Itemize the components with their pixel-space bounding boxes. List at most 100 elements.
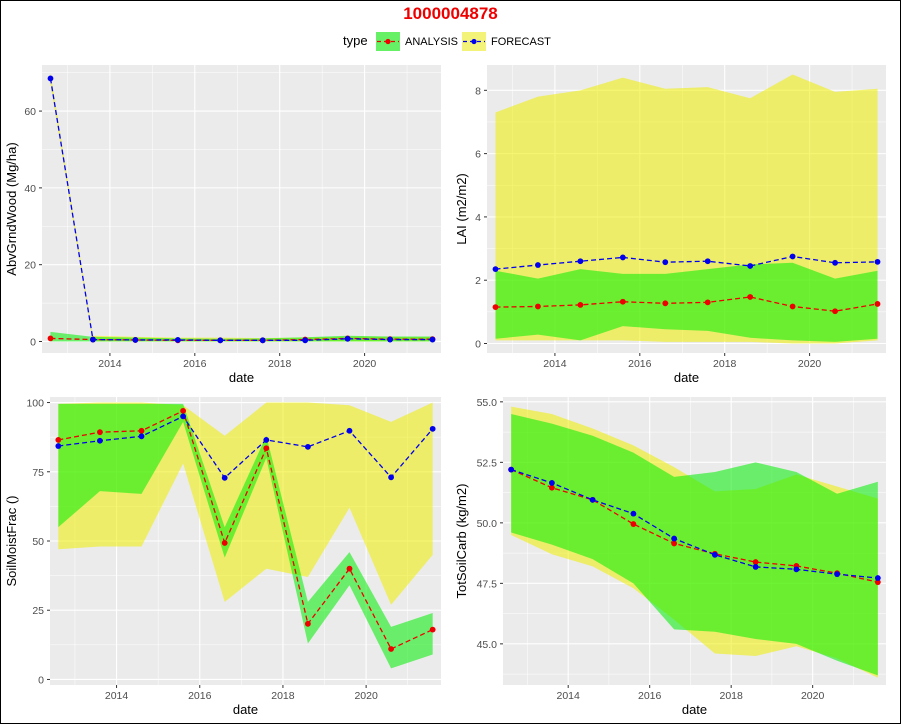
forecast-point [180,413,187,420]
y-tick-label: 25 [32,605,44,617]
analysis-point [55,437,62,443]
forecast-point [217,337,224,344]
x-tick-label: 2016 [188,690,212,702]
forecast-point [90,336,96,343]
forecast-point [508,466,515,473]
analysis-point [548,484,555,491]
forecast-point [834,571,841,578]
analysis-point [492,304,499,311]
forecast-point [662,259,669,266]
forecast-point [548,480,555,486]
forecast-point [47,75,54,82]
legend-key-analysis-point [385,38,391,45]
y-tick-label: 50.0 [477,518,498,530]
forecast-point [387,336,393,343]
legend-label-analysis: ANALYSIS [405,36,458,48]
y-tick-label: 52.5 [477,457,498,469]
analysis-point [97,429,103,436]
forecast-point [259,337,266,344]
x-tick-label: 2014 [557,690,581,702]
y-tick-label: 40 [24,183,36,195]
y-tick-label: 4 [475,212,481,224]
forecast-point [589,496,596,503]
analysis-point [832,308,838,315]
forecast-point [174,337,181,343]
y-axis-label: TotSoilCarb (kg/m2) [454,484,469,599]
x-tick-label: 2014 [98,358,122,370]
forecast-point [577,258,584,265]
y-tick-label: 6 [475,149,481,161]
analysis-line [510,469,878,583]
analysis-point [747,294,754,300]
forecast-point [138,433,145,440]
x-axis-label: date [233,702,258,717]
forecast-point [55,443,62,449]
page-title: 1000004878 [403,4,498,23]
forecast-line [510,468,878,579]
forecast-point [711,551,718,558]
y-tick-label: 0 [475,339,481,351]
x-tick-label: 2018 [268,358,292,370]
analysis-point [221,540,228,546]
legend-label-forecast: FORECAST [491,36,551,48]
forecast-point [874,258,881,265]
y-tick-label: 8 [475,85,481,97]
forecast-point [747,263,754,269]
y-tick-label: 20 [24,260,36,272]
analysis-line [58,409,433,650]
y-tick-label: 75 [32,467,44,479]
forecast-point [344,335,351,342]
analysis-point [630,521,637,527]
y-axis-label: SoilMoistFrac () [4,495,19,586]
forecast-point [704,258,711,265]
legend-title: type [343,33,368,48]
analysis-point [704,299,711,306]
x-axis-label: date [674,370,699,385]
x-tick-label: 2014 [105,690,129,702]
y-tick-label: 50 [32,536,44,548]
analysis-point [138,427,145,434]
analysis-line [495,296,878,312]
forecast-point [132,337,139,343]
y-tick-label: 60 [24,106,36,118]
analysis-point [346,565,353,572]
forecast-band [50,72,433,342]
forecast-point [832,259,838,266]
x-axis-label: date [229,370,254,385]
analysis-point [789,303,796,310]
forecast-line [58,415,434,479]
analysis-point [180,407,187,414]
chart-panel-4: 2014 2016 2018 2020 45.0 47.5 50.0 52.5 55.0 date… [454,397,886,717]
y-tick-label: 45.0 [477,639,498,651]
forecast-point [671,535,678,542]
forecast-point [630,510,637,517]
x-tick-label: 2016 [183,358,207,370]
forecast-point [388,474,394,481]
panel-background [42,65,441,353]
forecast-point [302,337,309,344]
y-tick-label: 47.5 [477,578,498,590]
x-tick-label: 2018 [271,690,295,702]
analysis-point [429,626,436,633]
forecast-line [49,78,433,341]
x-tick-label: 2014 [543,358,567,370]
x-tick-label: 2020 [798,358,822,370]
forecast-point [221,474,228,481]
forecast-point [535,262,541,268]
forecast-point [429,425,436,432]
y-tick-label: 0 [38,674,44,686]
x-tick-label: 2020 [354,690,378,702]
forecast-point [619,254,626,261]
x-axis-label: date [682,702,707,717]
analysis-point [577,301,584,308]
forecast-point [793,566,800,573]
y-axis-label: LAI (m2/m2) [454,173,469,245]
legend-key-forecast-point [471,38,477,45]
x-tick-label: 2020 [353,358,377,370]
analysis-point [671,540,678,547]
x-tick-label: 2016 [628,358,652,370]
forecast-point [874,575,881,581]
analysis-point [263,445,270,452]
analysis-point [619,298,626,305]
chart-panel-3: 2014 2016 2018 2020 0 25 50 75 100 date SoilMoistF… [4,397,441,717]
